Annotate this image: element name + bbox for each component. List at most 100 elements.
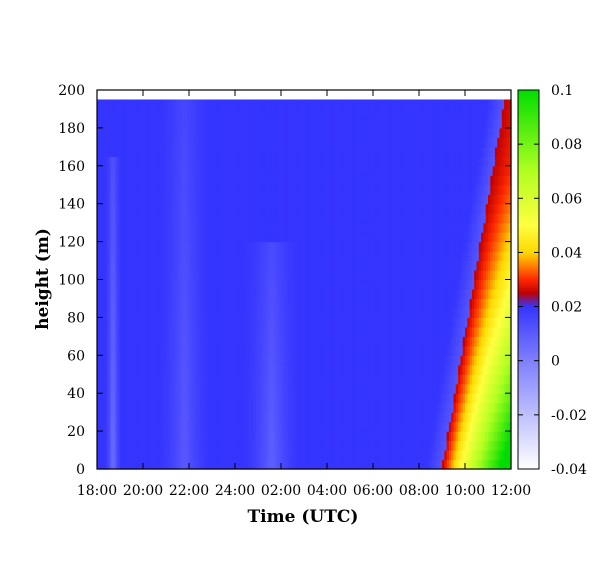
- heatmap-cell: [331, 270, 335, 281]
- heatmap-cell: [184, 127, 188, 138]
- heatmap-cell: [294, 165, 298, 176]
- heatmap-cell: [200, 118, 204, 129]
- heatmap-cell: [345, 165, 349, 176]
- heatmap-cell: [133, 440, 137, 451]
- heatmap-cell: [290, 222, 294, 233]
- heatmap-cell: [317, 402, 321, 413]
- heatmap-cell: [143, 99, 146, 110]
- heatmap-cell: [264, 203, 268, 214]
- heatmap-cell: [143, 203, 146, 214]
- heatmap-cell: [189, 421, 192, 432]
- heatmap-cell: [126, 137, 130, 148]
- heatmap-cell: [386, 108, 390, 120]
- heatmap-cell: [175, 459, 179, 470]
- heatmap-cell: [221, 241, 225, 252]
- heatmap-cell: [253, 336, 257, 347]
- heatmap-cell: [131, 307, 135, 318]
- heatmap-cell: [179, 232, 183, 243]
- heatmap-cell: [281, 393, 284, 404]
- heatmap-cell: [166, 251, 169, 262]
- heatmap-cell: [129, 364, 133, 375]
- heatmap-cell: [361, 412, 365, 423]
- heatmap-cell: [377, 251, 381, 262]
- heatmap-cell: [320, 213, 323, 224]
- heatmap-cell: [366, 175, 369, 186]
- heatmap-cell: [101, 450, 105, 461]
- heatmap-cell: [276, 288, 280, 300]
- heatmap-cell: [384, 336, 388, 347]
- heatmap-cell: [147, 270, 151, 281]
- heatmap-cell: [324, 270, 328, 281]
- heatmap-cell: [103, 440, 107, 451]
- heatmap-cell: [205, 440, 208, 451]
- heatmap-cell: [331, 194, 335, 205]
- heatmap-cell: [159, 402, 162, 413]
- heatmap-cell: [108, 118, 112, 129]
- heatmap-cell: [278, 241, 282, 252]
- heatmap-cell: [143, 108, 146, 120]
- heatmap-cell: [377, 412, 381, 423]
- heatmap-cell: [124, 440, 128, 451]
- heatmap-cell: [99, 336, 103, 347]
- heatmap-cell: [161, 165, 165, 176]
- heatmap-cell: [248, 402, 252, 413]
- heatmap-cell: [251, 307, 254, 318]
- heatmap-cell: [163, 165, 167, 176]
- heatmap-cell: [120, 222, 123, 233]
- heatmap-cell: [200, 412, 204, 423]
- heatmap-cell: [230, 118, 234, 129]
- heatmap-cell: [269, 184, 273, 195]
- heatmap-cell: [283, 241, 287, 252]
- heatmap-cell: [218, 412, 222, 423]
- heatmap-cell: [163, 383, 167, 394]
- heatmap-cell: [138, 232, 142, 243]
- heatmap-cell: [327, 279, 330, 290]
- heatmap-cell: [373, 156, 376, 167]
- heatmap-cell: [106, 127, 110, 138]
- heatmap-cell: [294, 232, 298, 243]
- heatmap-cell: [214, 393, 218, 404]
- heatmap-cell: [232, 127, 236, 138]
- heatmap-cell: [239, 165, 243, 176]
- heatmap-cell: [340, 345, 344, 356]
- heatmap-cell: [177, 355, 181, 366]
- heatmap-cell: [156, 194, 160, 205]
- heatmap-cell: [366, 127, 369, 138]
- heatmap-cell: [306, 374, 310, 385]
- heatmap-cell: [253, 232, 257, 243]
- heatmap-cell: [166, 431, 169, 442]
- heatmap-cell: [352, 194, 356, 205]
- heatmap-cell: [363, 241, 367, 252]
- heatmap-cell: [103, 421, 107, 432]
- heatmap-cell: [140, 307, 144, 318]
- heatmap-cell: [317, 288, 321, 300]
- heatmap-cell: [108, 374, 112, 385]
- heatmap-cell: [101, 336, 105, 347]
- heatmap-cell: [292, 175, 296, 186]
- heatmap-cell: [186, 146, 190, 157]
- heatmap-cell: [281, 279, 284, 290]
- heatmap-cell: [389, 307, 392, 318]
- heatmap-cell: [281, 317, 284, 328]
- heatmap-cell: [232, 156, 236, 167]
- heatmap-cell: [101, 326, 105, 337]
- heatmap-cell: [356, 431, 360, 442]
- heatmap-cell: [168, 175, 172, 186]
- heatmap-cell: [281, 298, 284, 309]
- heatmap-cell: [359, 421, 363, 432]
- heatmap-cell: [244, 194, 248, 205]
- heatmap-cell: [113, 270, 116, 281]
- heatmap-cell: [373, 364, 376, 375]
- heatmap-cell: [343, 165, 346, 176]
- heatmap-cell: [382, 459, 386, 470]
- heatmap-cell: [182, 288, 185, 300]
- heatmap-cell: [113, 222, 116, 233]
- heatmap-cell: [223, 393, 227, 404]
- heatmap-cell: [129, 165, 133, 176]
- heatmap-cell: [101, 270, 105, 281]
- heatmap-cell: [308, 241, 312, 252]
- heatmap-cell: [182, 317, 185, 328]
- heatmap-cell: [294, 440, 298, 451]
- heatmap-cell: [287, 127, 291, 138]
- heatmap-cell: [126, 270, 130, 281]
